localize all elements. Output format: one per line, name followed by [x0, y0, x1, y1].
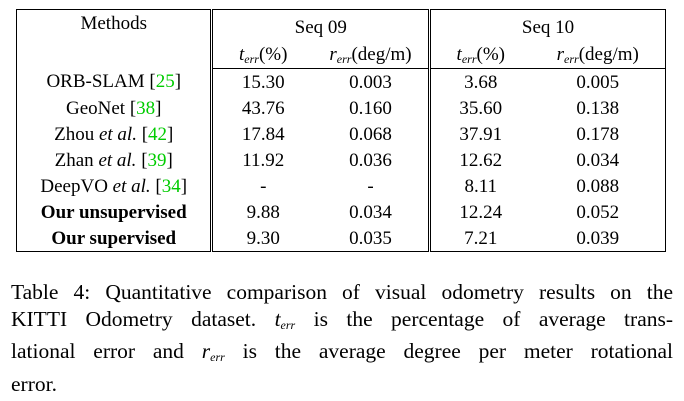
value-cell: -: [312, 173, 432, 199]
value-cell: 9.88: [246, 201, 280, 223]
caption-line-3: lational error and rerr is the average d…: [11, 339, 674, 364]
method-name-cell: ORB-SLAM [25]: [15, 68, 214, 95]
value-cell: 0.160: [312, 95, 432, 121]
header-row-1: Methods Seq 09 Seq 10: [15, 9, 666, 69]
seq09-header: Seq 09: [211, 9, 432, 41]
header-row-2: terr(%) rerr(deg/m) terr(%) rerr(deg/m): [17, 41, 666, 69]
value-cell: 0.003: [312, 68, 432, 95]
method-name-cell: Zhou et al. [42]: [15, 121, 214, 147]
methods-header: Methods: [15, 9, 214, 69]
value-cell: 0.036: [312, 147, 432, 173]
method-name-cell: Our supervised: [15, 225, 214, 252]
rerr-header-10: rerr(deg/m): [530, 41, 666, 69]
value-cell: 8.11: [464, 175, 498, 197]
table-row: GeoNet [38] 43.76 0.160 35.60 0.138: [15, 95, 666, 121]
table-row: Our unsupervised 9.88 0.034 12.24 0.052: [15, 199, 666, 225]
citation-link[interactable]: 42: [148, 123, 168, 145]
value-cell: 37.91: [459, 123, 503, 145]
value-cell: 12.62: [459, 149, 503, 171]
method-name-cell: Zhan et al. [39]: [15, 147, 214, 173]
table-row: DeepVO et al. [34] - - 8.11 0.088: [15, 173, 666, 199]
terr-header-09: terr(%): [211, 41, 313, 69]
value-cell: -: [260, 175, 267, 197]
value-cell: 0.034: [530, 147, 666, 173]
value-cell: 0.034: [312, 199, 432, 225]
caption-line-2: KITTI Odometry dataset. terr is the perc…: [11, 306, 674, 332]
table-caption: Table 4: Quantitative comparison of visu…: [11, 279, 673, 397]
method-name-cell: DeepVO et al. [34]: [15, 173, 214, 199]
value-cell: 12.24: [459, 201, 503, 223]
rerr-header-09: rerr(deg/m): [312, 41, 432, 69]
table-row: ORB-SLAM [25] 15.30 0.003 3.68 0.005: [15, 68, 666, 95]
method-name-cell: Our unsupervised: [15, 199, 214, 225]
value-cell: 15.30: [241, 71, 285, 93]
results-table: Methods Seq 09 Seq 10 terr(%) rerr(deg/m…: [15, 9, 666, 252]
caption-line-4: error.: [11, 371, 57, 396]
value-cell: 0.052: [530, 199, 666, 225]
value-cell: 0.035: [312, 225, 432, 252]
seq10-header: Seq 10: [429, 9, 666, 41]
table-row: Zhou et al. [42] 17.84 0.068 37.91 0.178: [15, 121, 666, 147]
value-cell: 3.68: [464, 71, 498, 93]
value-cell: 17.84: [241, 123, 285, 145]
value-cell: 9.30: [211, 225, 313, 252]
value-cell: 7.21: [429, 225, 531, 252]
citation-link[interactable]: 34: [161, 175, 181, 197]
method-name-cell: GeoNet [38]: [15, 95, 214, 121]
value-cell: 0.088: [530, 173, 666, 199]
value-cell: 0.138: [530, 95, 666, 121]
results-table-container: Methods Seq 09 Seq 10 terr(%) rerr(deg/m…: [15, 9, 666, 252]
citation-link[interactable]: 25: [155, 71, 175, 93]
terr-header-10: terr(%): [429, 41, 531, 69]
value-cell: 0.068: [312, 121, 432, 147]
caption-line-1: Table 4: Quantitative comparison of visu…: [11, 280, 673, 304]
value-cell: 11.92: [242, 149, 285, 171]
value-cell: 0.039: [530, 225, 666, 252]
value-cell: 43.76: [241, 97, 285, 119]
table-row: Zhan et al. [39] 11.92 0.036 12.62 0.034: [15, 147, 666, 173]
value-cell: 35.60: [459, 97, 503, 119]
citation-link[interactable]: 39: [147, 149, 167, 171]
table-row: Our supervised 9.30 0.035 7.21 0.039: [15, 225, 666, 252]
value-cell: 0.005: [530, 68, 666, 95]
value-cell: 0.178: [530, 121, 666, 147]
citation-link[interactable]: 38: [136, 97, 156, 119]
